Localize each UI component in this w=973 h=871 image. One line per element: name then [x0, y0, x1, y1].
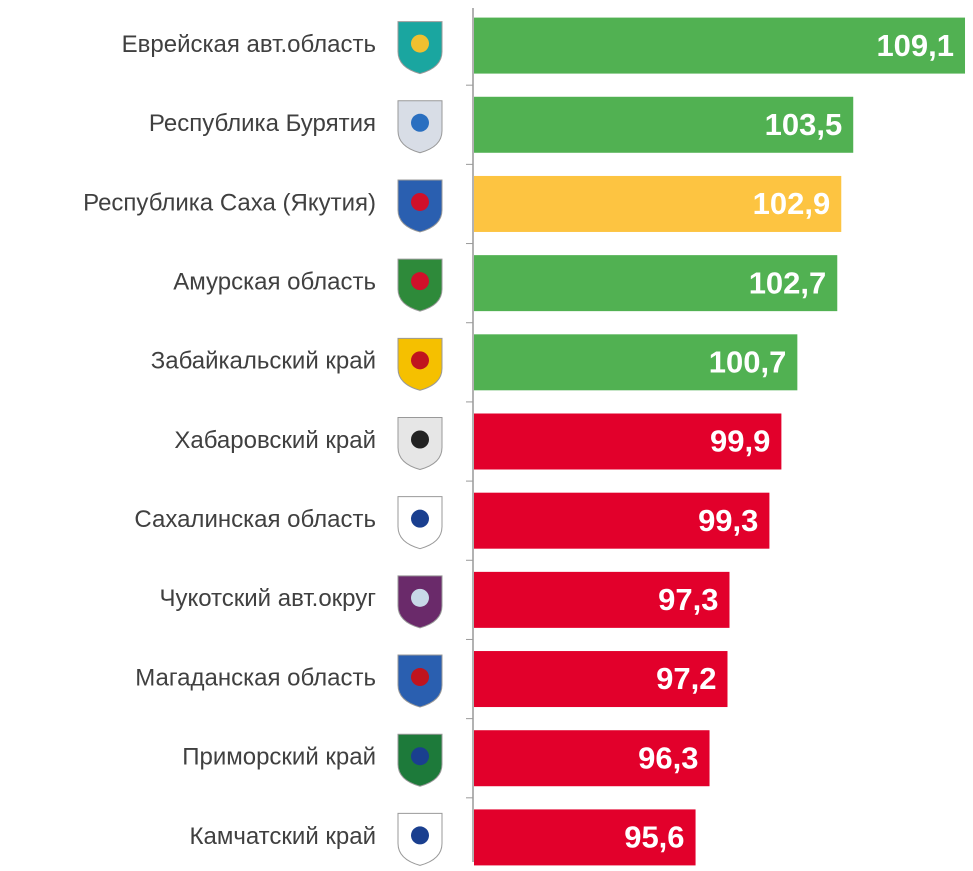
category-label: Республика Бурятия: [149, 110, 376, 137]
bar: [474, 255, 838, 312]
bar: [474, 175, 842, 232]
bar: [474, 809, 696, 866]
category-label: Сахалинская область: [134, 506, 376, 533]
coat-of-arms-emblem: [411, 668, 429, 687]
coat-of-arms-emblem: [411, 430, 429, 449]
value-label: 97,2: [656, 661, 716, 696]
value-label: 99,3: [698, 503, 758, 538]
bar: [474, 96, 854, 153]
category-label: Еврейская авт.область: [122, 31, 376, 58]
category-label: Камчатский край: [190, 823, 376, 850]
coat-of-arms-emblem: [411, 192, 429, 211]
bar: [474, 492, 770, 549]
coat-of-arms-emblem: [411, 509, 429, 528]
coat-of-arms-emblem: [411, 113, 429, 132]
value-label: 95,6: [624, 820, 684, 855]
value-label: 103,5: [765, 107, 843, 142]
coat-of-arms-emblem: [411, 588, 429, 607]
category-label: Республика Саха (Якутия): [83, 189, 376, 216]
category-label: Забайкальский край: [151, 348, 376, 375]
category-label: Магаданская область: [135, 664, 376, 691]
bar: [474, 571, 730, 628]
bar: [474, 413, 782, 470]
value-label: 102,7: [749, 265, 827, 300]
coat-of-arms-emblem: [411, 34, 429, 53]
coat-of-arms-emblem: [411, 826, 429, 845]
value-label: 96,3: [638, 740, 698, 775]
coat-of-arms-emblem: [411, 747, 429, 766]
category-label: Хабаровский край: [174, 427, 376, 454]
category-label: Чукотский авт.округ: [159, 585, 376, 612]
category-label: Приморский край: [182, 744, 376, 771]
bar: [474, 17, 966, 74]
value-label: 100,7: [709, 345, 787, 380]
coat-of-arms-emblem: [411, 272, 429, 291]
bar: [474, 730, 710, 787]
value-label: 97,3: [658, 582, 718, 617]
value-label: 109,1: [876, 28, 954, 63]
bar: [474, 334, 798, 391]
category-label: Амурская область: [173, 268, 376, 295]
bar: [474, 651, 728, 708]
coat-of-arms-emblem: [411, 351, 429, 370]
value-label: 102,9: [753, 186, 831, 221]
value-label: 99,9: [710, 424, 770, 459]
